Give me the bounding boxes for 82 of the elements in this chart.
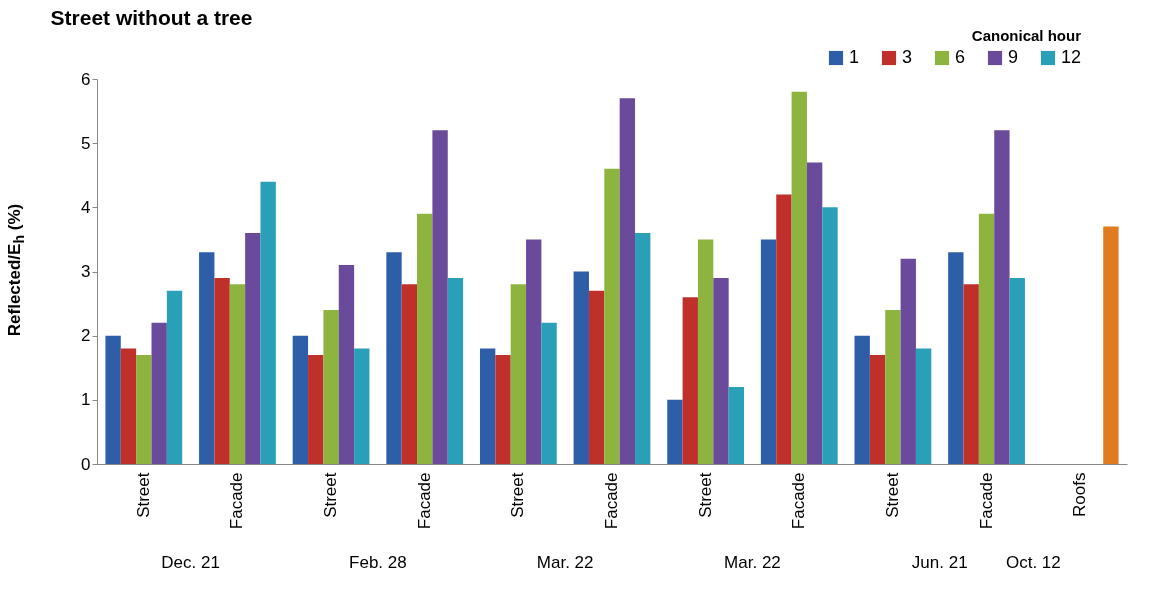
x-tick-label: Facade [602,472,621,530]
x-tick-label: Roofs [1070,472,1090,517]
x-tick-label: Facade [976,472,996,530]
bar [978,213,995,464]
legend-title: Canonical hour [971,27,1082,44]
bar [105,335,121,464]
bar [900,258,916,464]
text: Jun. 21 [911,553,968,572]
x-tick-label: Facade [414,472,434,530]
bar [682,297,698,464]
bar [541,322,557,464]
x-tick-label: Facade [227,472,247,530]
bar [151,322,167,464]
bar [229,284,246,464]
bar [994,130,1010,464]
bar [323,310,339,464]
text: Mar. 22 [724,553,781,572]
bar [573,271,589,464]
x-tick-label: Street [133,472,153,518]
bar [479,348,496,464]
legend-label: 9 [1008,47,1019,67]
bar [245,233,261,464]
bar [338,265,355,464]
bar [1103,226,1119,464]
bar [619,98,636,464]
y-tick-label: 0 [81,454,91,474]
text: Mar. 22 [536,553,594,572]
text: Oct. 12 [1005,553,1061,572]
bar [776,194,792,464]
legend-label: 12 [1061,47,1082,67]
bar [386,252,402,464]
bar [214,277,230,464]
bar [432,130,448,464]
legend-label: 1 [849,47,860,67]
bar [354,348,370,464]
y-tick-label: 2 [81,326,91,346]
bar [854,335,870,464]
bar [822,207,838,464]
bar [1009,277,1025,464]
bar [136,354,152,464]
y-tick-label: 3 [81,262,91,281]
x-tick-label: Street [321,472,341,518]
bar [510,284,527,464]
bar [604,168,620,464]
legend-label: 6 [955,47,966,67]
bar [166,290,183,464]
bar [728,387,745,464]
bar [526,239,542,464]
legend-label: 3 [902,47,913,67]
bar [447,277,464,464]
bar [260,181,276,464]
bar [667,399,683,464]
x-tick-label: Street [695,472,715,518]
bar [588,290,605,464]
y-tick-label: 1 [81,390,91,410]
y-tick-label: 4 [81,197,91,217]
y-tick-label: 5 [81,133,91,153]
bar [495,354,511,464]
bar [199,252,215,464]
bar [697,239,714,464]
bar [869,354,886,464]
bar [292,335,309,464]
bar [963,284,979,464]
bar [713,277,729,464]
chart-title: Street without a tree [50,6,253,29]
bar [760,239,777,464]
bar [806,162,823,464]
x-tick-label: Street [882,472,902,518]
bar [417,213,433,464]
text: Feb. 28 [349,553,407,572]
x-tick-label: Facade [789,472,809,530]
bar [308,354,324,464]
bar [120,348,137,464]
x-tick-label: Street [508,472,528,518]
bar [635,233,651,464]
text: Dec. 21 [161,553,220,572]
bar [401,284,418,464]
bar [885,310,901,464]
bar [948,252,964,464]
bar [791,91,807,464]
y-tick-label: 6 [81,69,91,89]
bar [915,348,932,464]
